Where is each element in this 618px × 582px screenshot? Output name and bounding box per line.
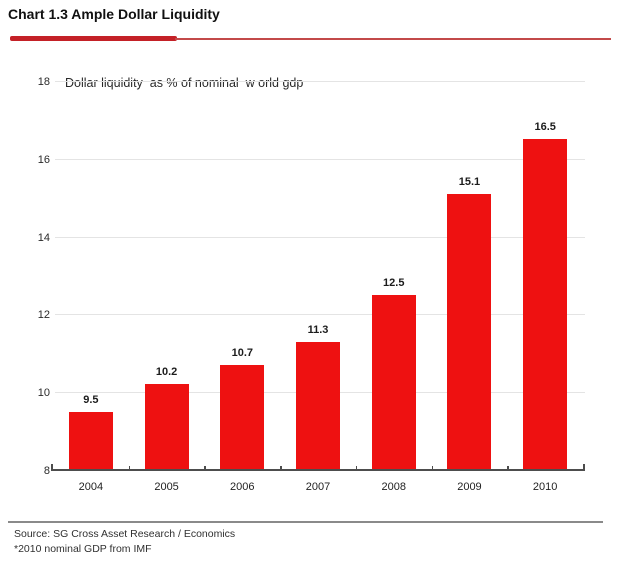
- bar-2007: [296, 341, 341, 470]
- bar-column-2010: 16.5: [507, 81, 583, 470]
- x-tick-label-2006: 2006: [230, 481, 255, 493]
- y-axis-labels: 8 10 12 14 16 18: [18, 76, 50, 477]
- bar-2005: [144, 384, 189, 470]
- bar-value-label-2005: 10.2: [155, 366, 178, 379]
- source-text: Source: SG Cross Asset Research / Econom…: [14, 528, 236, 540]
- axis-boundary-tick-4: [355, 466, 358, 470]
- y-tick-label-12: 12: [37, 309, 50, 322]
- bar-column-2008: 12.5: [356, 81, 432, 470]
- bar-2004: [68, 411, 113, 470]
- x-tick-label-2005: 2005: [154, 481, 179, 493]
- x-tick-label-2010: 2010: [532, 481, 558, 493]
- bar-value-label-2007: 11.3: [307, 323, 329, 336]
- y-tick-label-16: 16: [37, 153, 50, 166]
- bar-2010: [523, 139, 568, 470]
- chart-title: Chart 1.3 Ample Dollar Liquidity: [8, 6, 220, 22]
- bar-value-label-2009: 15.1: [458, 175, 481, 188]
- x-tick-label-2008: 2008: [381, 481, 406, 493]
- bar-series: 9.5 10.2 10.7 11.3 12.5 15.1 16.5: [53, 81, 583, 470]
- axis-boundary-tick-1: [128, 466, 131, 470]
- title-underline-thick: [10, 36, 177, 41]
- bar-column-2006: 10.7: [204, 81, 280, 470]
- axis-endhook-right: [583, 464, 585, 470]
- gridline-12: [55, 314, 585, 316]
- bar-2006: [220, 364, 265, 470]
- bar-column-2007: 11.3: [280, 81, 356, 470]
- title-underline-thin: [175, 38, 611, 40]
- bar-2009: [447, 193, 492, 470]
- x-tick-label-2004: 2004: [78, 481, 104, 493]
- bar-2008: [371, 294, 416, 470]
- y-tick-label-14: 14: [37, 231, 50, 244]
- axis-boundary-tick-2: [204, 466, 206, 470]
- y-tick-label-10: 10: [37, 387, 50, 400]
- x-tick-label-2009: 2009: [457, 481, 482, 493]
- gridline-16: [55, 158, 585, 160]
- axis-endhook-left: [51, 464, 53, 470]
- bar-value-label-2006: 10.7: [231, 346, 254, 359]
- axis-boundary-tick-5: [431, 466, 434, 470]
- footer-divider: [8, 521, 603, 523]
- x-tick-label-2007: 2007: [305, 481, 331, 493]
- chart-subtitle: Dollar liquidity as % of nominal w orld …: [65, 76, 304, 90]
- bar-column-2009: 15.1: [432, 81, 508, 470]
- y-tick-label-8: 8: [43, 465, 50, 477]
- bar-value-label-2010: 16.5: [534, 121, 556, 134]
- axis-boundary-tick-6: [507, 466, 509, 470]
- x-axis-labels: 2004 2005 2006 2007 2008 2009 2010: [53, 481, 583, 493]
- bar-column-2005: 10.2: [129, 81, 205, 470]
- y-tick-label-18: 18: [37, 76, 50, 88]
- gridline-18: [55, 81, 585, 82]
- footnote-text: *2010 nominal GDP from IMF: [14, 543, 152, 555]
- plot-area: 9.5 10.2 10.7 11.3 12.5 15.1 16.5: [51, 81, 585, 471]
- x-axis-line: [51, 469, 585, 471]
- gridline-14: [55, 236, 585, 238]
- bar-value-label-2004: 9.5: [83, 393, 99, 406]
- bar-column-2004: 9.5: [53, 81, 129, 470]
- bar-value-label-2008: 12.5: [383, 276, 405, 289]
- axis-boundary-tick-3: [280, 466, 282, 470]
